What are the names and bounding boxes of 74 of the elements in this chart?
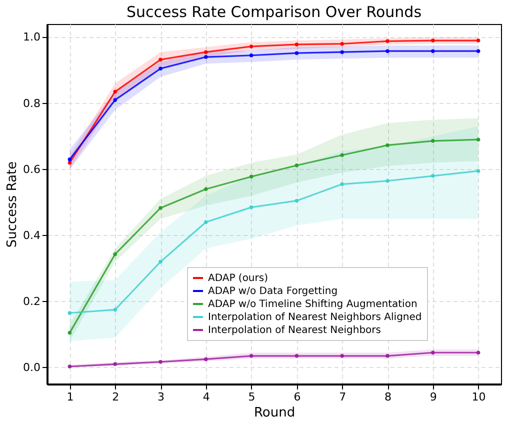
x-tick-label: 1 — [66, 390, 74, 404]
legend-label: Interpolation of Nearest Neighbors — [208, 325, 381, 336]
chart-title: Success Rate Comparison Over Rounds — [126, 3, 422, 21]
point — [294, 163, 299, 168]
point — [340, 354, 344, 358]
point — [113, 362, 117, 366]
point — [68, 158, 72, 162]
point — [204, 55, 208, 59]
point — [68, 364, 72, 368]
x-axis-title: Round — [254, 406, 296, 420]
y-tick-label: 0.8 — [23, 96, 40, 110]
point — [340, 42, 344, 46]
x-tick-label: 8 — [384, 390, 392, 404]
y-tick-label: 0.6 — [23, 162, 40, 176]
legend-label: Interpolation of Nearest Neighbors Aligned — [208, 312, 422, 323]
point — [431, 38, 435, 42]
point — [249, 205, 254, 210]
x-tick-label: 10 — [472, 390, 486, 404]
point — [113, 98, 117, 102]
point — [386, 179, 390, 183]
point — [204, 220, 208, 224]
point — [249, 354, 254, 358]
point — [204, 357, 208, 362]
point — [294, 354, 299, 358]
point — [113, 308, 117, 312]
x-tick-label: 7 — [339, 390, 346, 404]
point — [113, 90, 117, 94]
legend-label: ADAP w/o Timeline Shifting Augmentation — [208, 299, 418, 310]
point — [431, 174, 435, 178]
point — [113, 252, 117, 256]
point — [340, 50, 344, 54]
point — [476, 350, 480, 354]
point — [476, 138, 480, 142]
point — [476, 169, 480, 173]
point — [431, 139, 435, 143]
point — [386, 39, 390, 44]
point — [204, 187, 208, 192]
point — [68, 311, 72, 315]
x-tick-label: 4 — [202, 390, 210, 404]
point — [340, 182, 344, 186]
legend-label: ADAP w/o Data Forgetting — [208, 286, 338, 297]
point — [431, 350, 435, 354]
point — [431, 49, 435, 53]
point — [158, 58, 162, 62]
legend-label: ADAP (ours) — [208, 273, 268, 284]
x-tick-label: 3 — [158, 390, 164, 404]
point — [340, 153, 344, 157]
point — [294, 198, 299, 203]
point — [68, 330, 72, 335]
point — [158, 206, 162, 210]
point — [249, 174, 254, 178]
y-tick-label: 0.0 — [23, 360, 40, 374]
point — [158, 360, 162, 364]
point — [386, 354, 390, 358]
y-tick-label: 1.0 — [23, 30, 40, 44]
point — [294, 51, 299, 55]
point — [386, 49, 390, 53]
y-axis-title: Success Rate — [5, 161, 20, 248]
point — [68, 160, 72, 165]
point — [158, 260, 162, 264]
y-tick-label: 0.4 — [23, 228, 40, 242]
point — [476, 49, 480, 53]
point — [158, 66, 162, 70]
point — [204, 50, 208, 54]
point — [476, 38, 480, 42]
y-tick-label: 0.2 — [23, 294, 40, 308]
x-tick-label: 6 — [294, 390, 301, 404]
point — [386, 143, 390, 148]
point — [249, 54, 254, 58]
point — [294, 42, 299, 46]
x-tick-label: 9 — [430, 390, 437, 404]
x-tick-label: 2 — [112, 390, 120, 404]
x-tick-label: 5 — [248, 390, 256, 404]
point — [249, 44, 254, 48]
